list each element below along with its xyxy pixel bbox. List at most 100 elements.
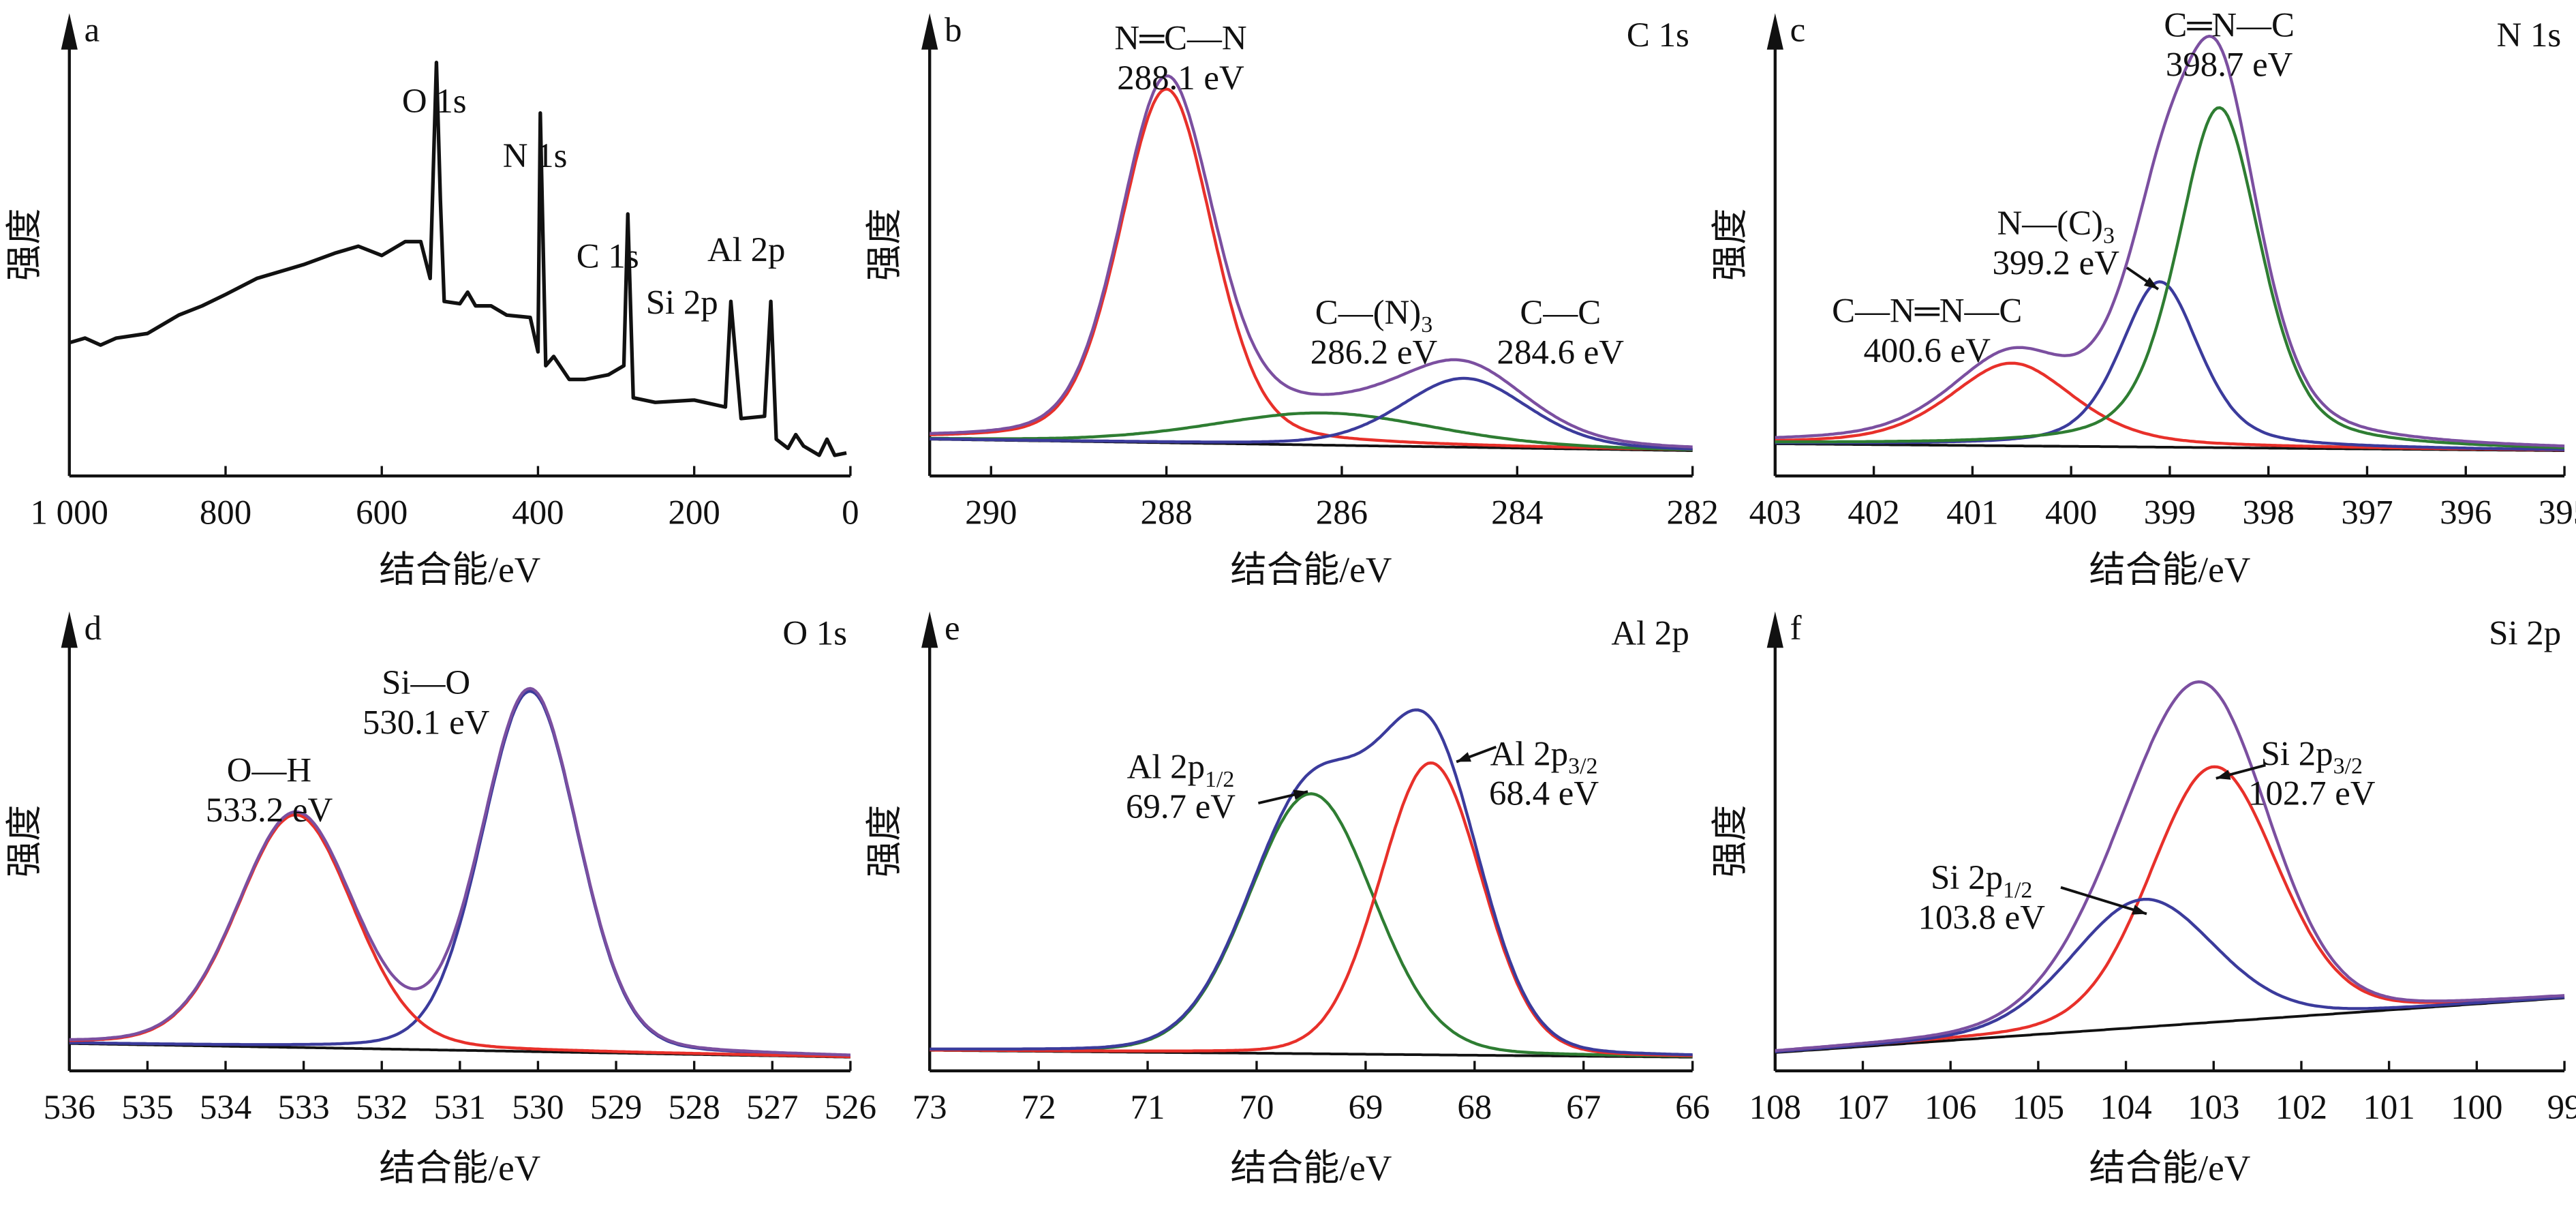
arrow-head-icon [2215,770,2231,780]
annotation-line: C—C [1520,294,1601,332]
annotation-text: 68.4 eV [1489,775,1599,813]
x-tick-label: 527 [746,1089,798,1127]
subscript: 3/2 [1568,753,1597,779]
annotation-text: Al 2p [1127,749,1205,787]
peak-annotation: Si 2p [646,284,718,322]
peak-annotation: N 1s [503,137,568,175]
annotation-text: 284.6 eV [1497,333,1625,372]
peak-annotation: C 1s [577,238,639,276]
x-tick-label: 536 [44,1089,95,1127]
subscript: 3/2 [2333,753,2363,779]
x-tick-label: 533 [277,1089,329,1127]
x-tick-label: 403 [1749,494,1801,532]
x-tick-label: 290 [965,494,1017,532]
x-tick-label: 535 [121,1089,173,1127]
x-tick-label: 288 [1140,494,1192,532]
annotation-line: Al 2p1/2 [1127,749,1235,792]
annotation-line: Si—O [382,664,470,702]
fit-component-line [1775,361,2565,452]
subscript: 1/2 [1205,767,1234,792]
panel-title: O 1s [782,614,847,652]
annotation-line: 284.6 eV [1497,333,1625,372]
x-tick-label: 106 [1925,1089,1976,1127]
panel-letter: b [945,12,962,50]
annotation-text: 399.2 eV [1992,244,2119,282]
x-axis-label: 结合能/eV [1231,549,1392,590]
y-axis-arrow-icon [921,13,938,50]
peak-annotation: Al 2p [707,231,785,269]
panel-title: N 1s [2497,16,2562,55]
annotation-line: 286.2 eV [1310,333,1438,372]
annotation-text: C—N═N—C [1832,292,2022,331]
annotation-text: Al 2p [1490,735,1568,773]
x-tick-label: 395 [2539,494,2576,532]
x-tick-label: 526 [825,1089,876,1127]
x-tick-label: 103 [2188,1089,2239,1127]
y-axis-label: 强度 [3,805,44,878]
x-tick-label: 67 [1566,1089,1601,1127]
x-tick-label: 400 [2045,494,2097,532]
annotation-text: 530.1 eV [363,704,490,742]
x-tick-label: 402 [1847,494,1899,532]
annotation-text: 103.8 eV [1918,899,2045,937]
annotation-line: 69.7 eV [1126,788,1236,826]
peak-annotation: Al 2p1/269.7 eV [1126,749,1308,826]
y-axis-arrow-icon [61,13,78,50]
x-axis-label: 结合能/eV [2089,1147,2251,1188]
y-axis-label: 强度 [3,208,44,281]
panel-letter: c [1790,12,1806,50]
x-tick-label: 531 [434,1089,486,1127]
annotation-text: Si 2p [1931,859,2003,897]
x-tick-label: 282 [1667,494,1719,532]
panel-letter: f [1790,609,1802,648]
x-tick-label: 286 [1316,494,1368,532]
annotation-text: C—C [1520,294,1601,332]
subscript: 3 [1421,312,1432,337]
x-tick-label: 400 [512,494,564,532]
x-tick-label: 69 [1348,1089,1383,1127]
peak-annotation: Al 2p3/268.4 eV [1456,735,1599,813]
x-axis-label: 结合能/eV [2089,549,2251,590]
x-tick-label: 101 [2363,1089,2415,1127]
panel-title: Si 2p [2489,614,2561,652]
annotation-text: 400.6 eV [1863,332,1991,370]
subscript: 3 [2103,223,2115,248]
annotation-line: C 1s [577,238,639,276]
y-axis-label: 强度 [1709,805,1750,878]
y-axis-label: 强度 [864,805,905,878]
annotation-line: 533.2 eV [206,791,333,830]
x-tick-label: 532 [356,1089,408,1127]
annotation-line: Al 2p [707,231,785,269]
x-tick-label: 1 000 [31,494,108,532]
x-tick-label: 530 [512,1089,564,1127]
x-tick-label: 800 [200,494,251,532]
fit-envelope-line [1775,34,2565,448]
panel-a: 1 000 800 600 400 200 0 结合能/eV 强度 a O 1s N 1s C 1sS… [3,12,859,590]
annotation-text: 398.7 eV [2166,46,2293,84]
y-axis-arrow-icon [1766,13,1783,50]
annotation-line: N 1s [503,137,568,175]
x-axis-label: 结合能/eV [379,1147,540,1188]
annotation-line: N—(C)3 [1997,205,2115,248]
annotation-line: C—N═N—C [1832,292,2022,331]
annotation-text: 69.7 eV [1126,788,1236,826]
fit-component-line [69,813,850,1059]
arrow-head-icon [2132,905,2147,915]
fit-component-line [1775,898,2565,1053]
peak-annotation: O 1s [402,82,467,121]
panel-title: C 1s [1627,16,1689,55]
x-tick-label: 70 [1240,1089,1274,1127]
x-tick-label: 99 [2547,1089,2576,1127]
annotation-text: 288.1 eV [1117,59,1244,97]
fit-component-line [930,792,1693,1058]
survey-spectrum-line [69,60,847,457]
x-tick-label: 107 [1837,1089,1888,1127]
annotation-text: Al 2p [707,231,785,269]
x-tick-label: 71 [1131,1089,1165,1127]
y-axis-label: 强度 [864,208,905,281]
